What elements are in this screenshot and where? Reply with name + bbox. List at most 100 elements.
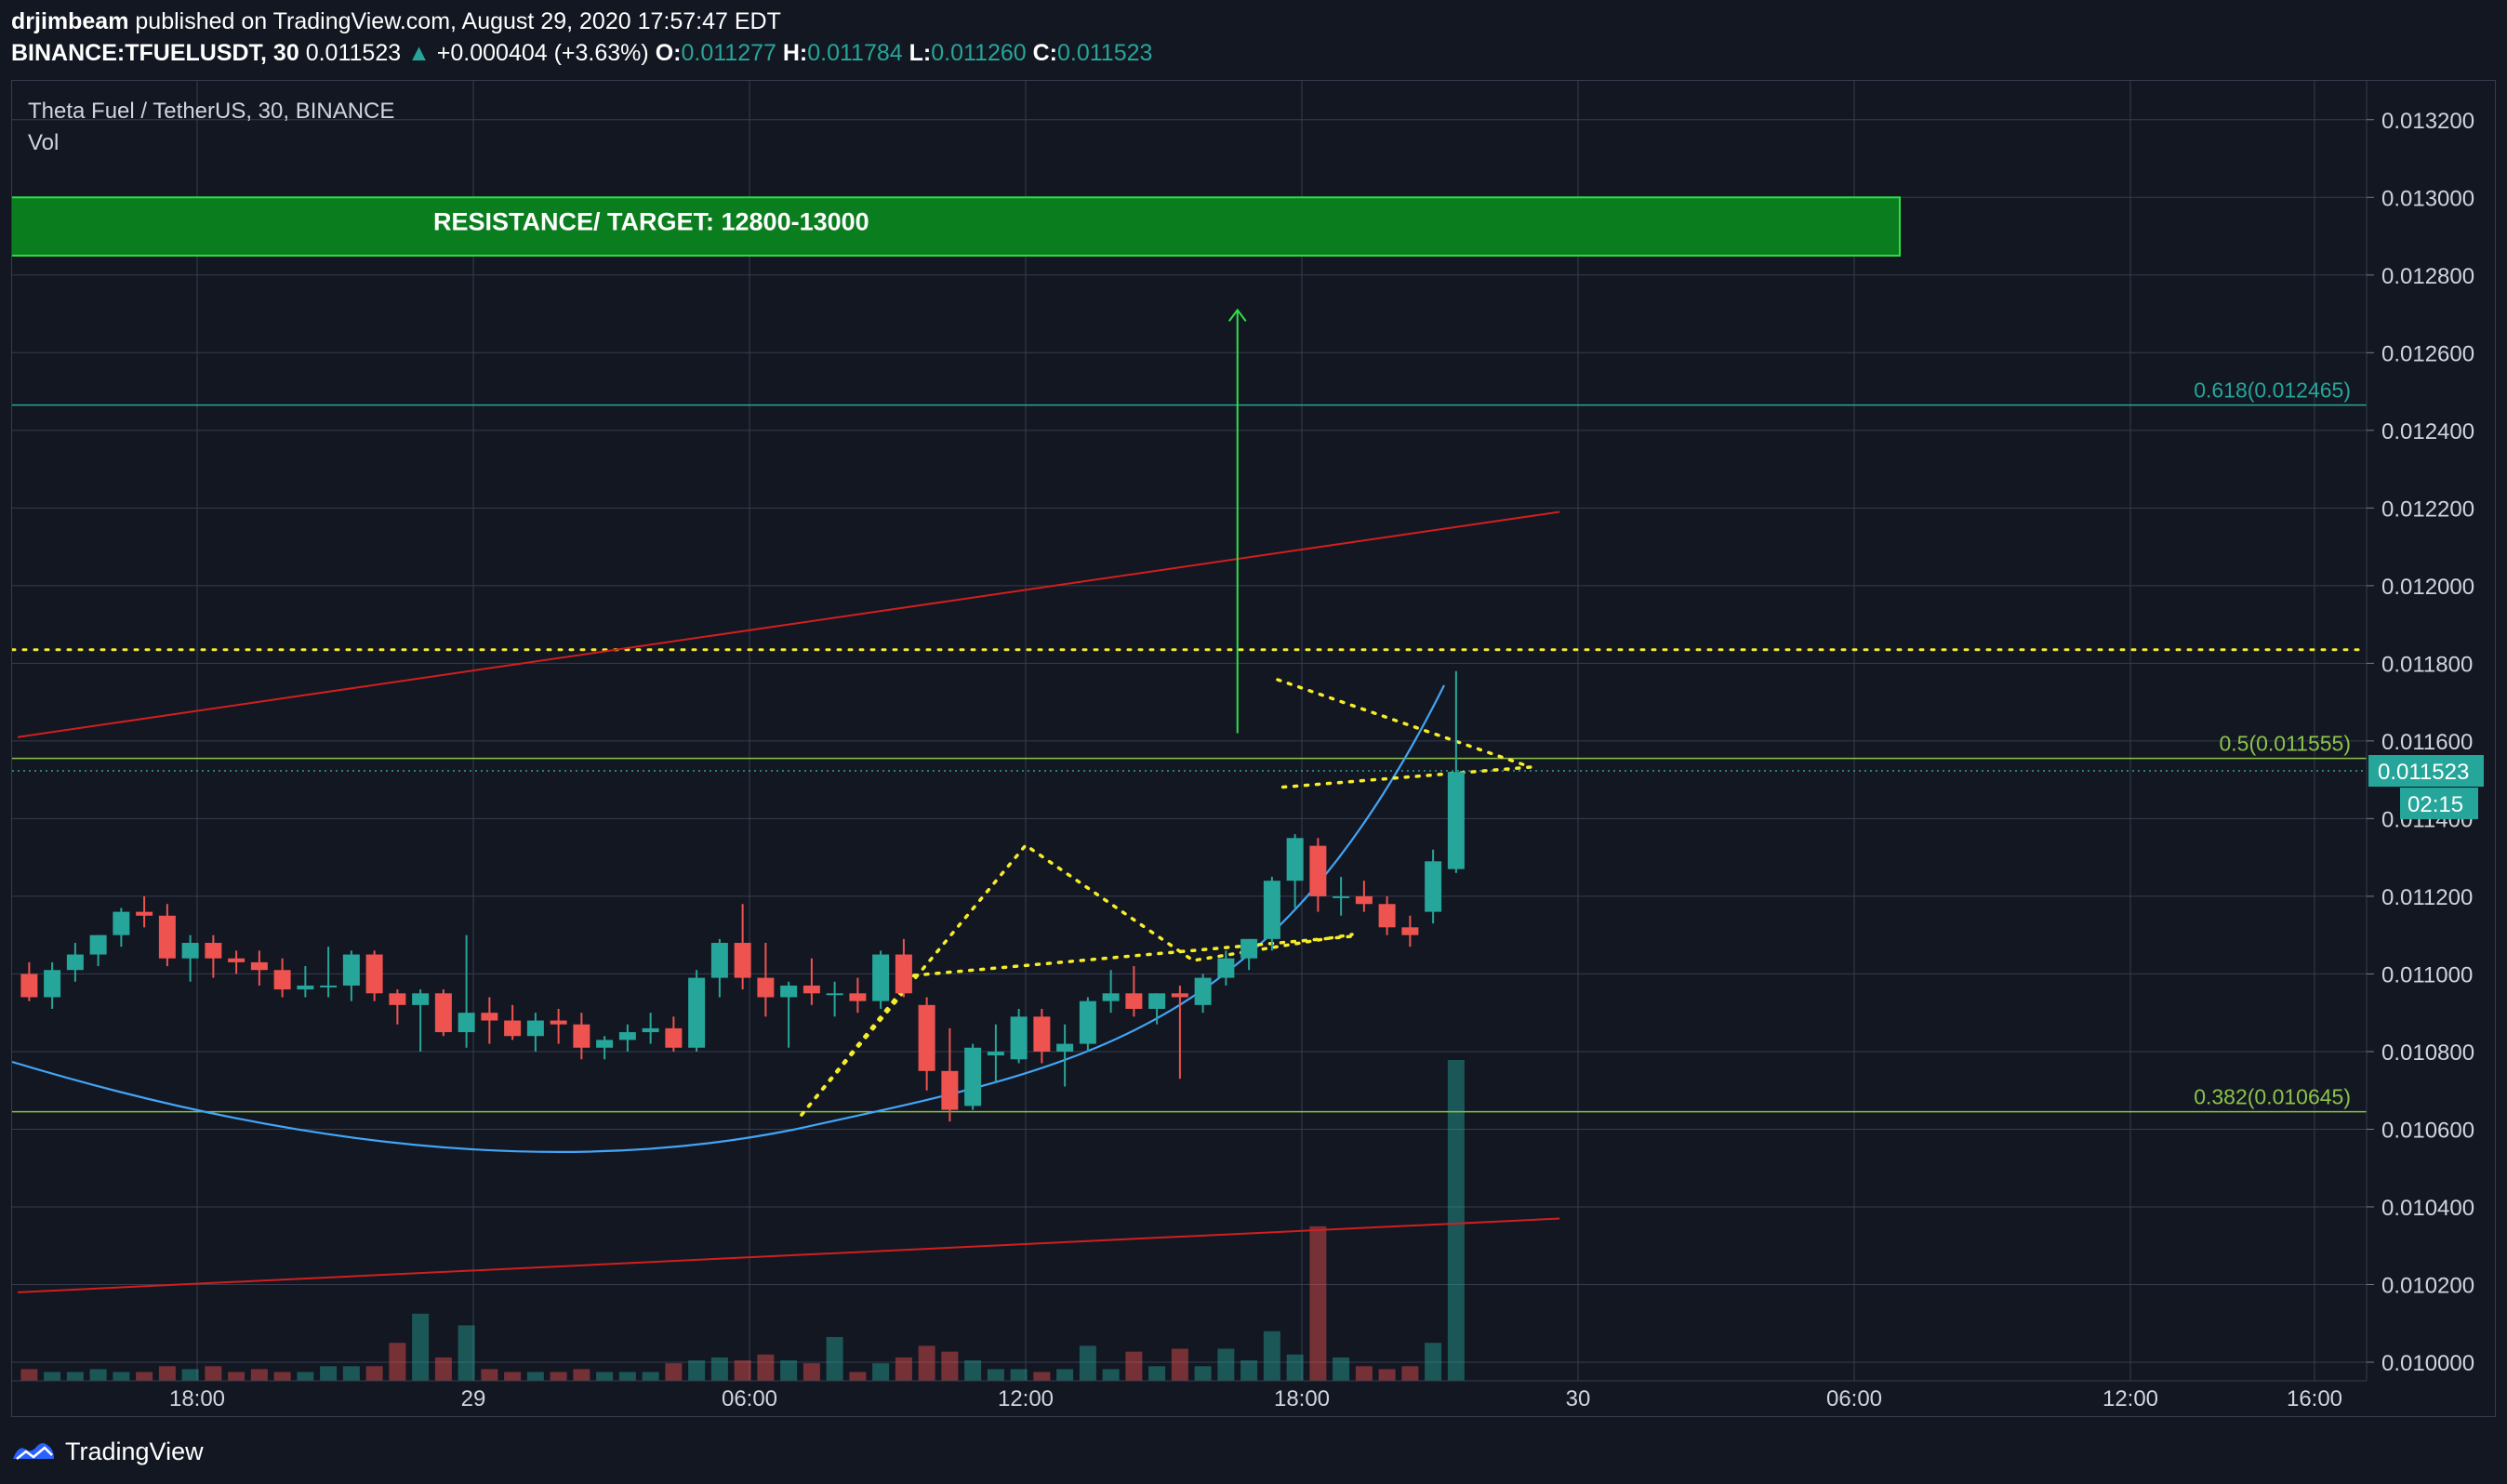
volume-bar <box>1125 1351 1143 1381</box>
y-tick-label: 0.010000 <box>2381 1351 2474 1376</box>
volume-bar <box>1447 1060 1465 1381</box>
ohlc-line: BINANCE:TFUELUSDT, 30 0.011523 ▲ +0.0004… <box>11 37 1152 69</box>
flag-dotted <box>1276 678 1532 789</box>
volume-bar <box>273 1371 291 1381</box>
y-tick-label: 0.013000 <box>2381 186 2474 211</box>
candle-body <box>1425 861 1442 912</box>
volume-bar <box>434 1357 452 1381</box>
candle-body <box>918 1004 935 1071</box>
price-change: +0.000404 (+3.63%) <box>436 40 649 66</box>
volume-bar <box>780 1360 798 1381</box>
volume-bar <box>987 1369 1004 1381</box>
resistance-zone <box>12 196 1901 257</box>
tradingview-logo-icon <box>13 1443 54 1460</box>
candle-body <box>1401 927 1419 935</box>
volume-bar <box>526 1371 544 1381</box>
volume-bar <box>734 1360 751 1381</box>
fib-level-label: 0.618(0.012465) <box>2194 378 2351 403</box>
volume-bar <box>665 1363 683 1381</box>
y-tick-label: 0.012800 <box>2381 264 2474 289</box>
candle-body <box>1148 993 1166 1010</box>
candle-body <box>136 911 153 916</box>
candle-body <box>158 915 176 959</box>
volume-bar <box>389 1343 406 1381</box>
y-tick-label: 0.012600 <box>2381 341 2474 366</box>
y-tick-label: 0.011000 <box>2381 962 2473 987</box>
volume-bars <box>20 1060 1465 1381</box>
footer-brand: TradingView <box>65 1437 204 1465</box>
symbol-label: BINANCE:TFUELUSDT, 30 <box>11 40 299 66</box>
volume-bar <box>710 1357 728 1381</box>
volume-bar <box>365 1366 383 1381</box>
volume-bar <box>1378 1369 1396 1381</box>
volume-bar <box>826 1336 843 1381</box>
low-value: 0.011260 <box>931 40 1027 66</box>
current-price-tag: 0.011523 02:15 <box>2368 755 2484 820</box>
candle-body <box>1194 977 1212 1005</box>
candle-body <box>550 1020 567 1025</box>
candle-body <box>1286 838 1304 881</box>
author-name: drjimbeam <box>11 8 129 34</box>
candle-body <box>987 1051 1004 1056</box>
candle-body <box>780 985 798 998</box>
x-tick-label: 18:00 <box>169 1386 225 1411</box>
volume-bar <box>1079 1345 1096 1381</box>
volume-bar <box>320 1366 338 1381</box>
volume-bar <box>1010 1369 1028 1381</box>
volume-bar <box>895 1357 912 1381</box>
candle-body <box>642 1027 659 1033</box>
publish-header: drjimbeam published on TradingView.com, … <box>11 6 1152 69</box>
candle-body <box>826 993 843 996</box>
volume-bar <box>688 1360 706 1381</box>
candle-body <box>1171 993 1188 998</box>
volume-bar <box>757 1354 775 1381</box>
x-tick-label: 30 <box>1566 1386 1591 1411</box>
price-chart[interactable]: RESISTANCE/ TARGET: 12800-13000 0.618(0.0… <box>12 81 2497 1418</box>
price-axis: 0.013200 0.013000 0.012800 0.012600 0.012400… <box>2366 81 2484 1381</box>
y-tick-label: 0.012200 <box>2381 497 2474 522</box>
volume-bar <box>1217 1348 1235 1381</box>
x-tick-label: 06:00 <box>1826 1386 1882 1411</box>
close-label: C: <box>1032 40 1057 66</box>
volume-bar <box>618 1371 636 1381</box>
price-tag-bg <box>2368 755 2484 788</box>
volume-bar <box>596 1371 614 1381</box>
y-tick-label: 0.012000 <box>2381 575 2474 600</box>
candle-body <box>1309 845 1327 896</box>
y-tick-label: 0.010400 <box>2381 1196 2474 1221</box>
candle-body <box>250 961 268 971</box>
candle-body <box>66 954 84 971</box>
candle-body <box>1333 895 1350 898</box>
volume-bar <box>342 1366 360 1381</box>
publish-info: published on TradingView.com, August 29,… <box>135 8 781 34</box>
candle-body <box>1102 993 1120 1001</box>
candle-body <box>618 1032 636 1040</box>
legend-volume: Vol <box>28 130 60 155</box>
volume-bar <box>412 1313 430 1381</box>
volume-bar <box>1056 1369 1074 1381</box>
candle-body <box>389 993 406 1005</box>
volume-bar <box>803 1363 820 1381</box>
candle-body <box>757 977 775 998</box>
candle-body <box>1056 1043 1074 1052</box>
price-tag-label: 0.011523 <box>2378 760 2469 785</box>
candle-body <box>342 954 360 986</box>
candle-body <box>1240 938 1258 959</box>
candle-body <box>205 943 222 959</box>
candle-body <box>964 1047 982 1106</box>
chart-frame[interactable]: RESISTANCE/ TARGET: 12800-13000 0.618(0.0… <box>11 80 2496 1417</box>
volume-bar <box>1033 1371 1051 1381</box>
candle-body <box>181 943 199 959</box>
candle-body <box>1355 895 1373 905</box>
footer: TradingView <box>11 1430 204 1473</box>
volume-bar <box>66 1371 84 1381</box>
candle-body <box>228 958 245 962</box>
candle-body <box>803 985 820 994</box>
candle-body <box>113 911 130 935</box>
publish-line: drjimbeam published on TradingView.com, … <box>11 6 1152 37</box>
volume-bar <box>1425 1343 1442 1381</box>
fib-level-label: 0.382(0.010645) <box>2194 1085 2351 1109</box>
x-tick-label: 12:00 <box>998 1386 1054 1411</box>
volume-bar <box>1171 1348 1188 1381</box>
candle-body <box>412 993 430 1005</box>
